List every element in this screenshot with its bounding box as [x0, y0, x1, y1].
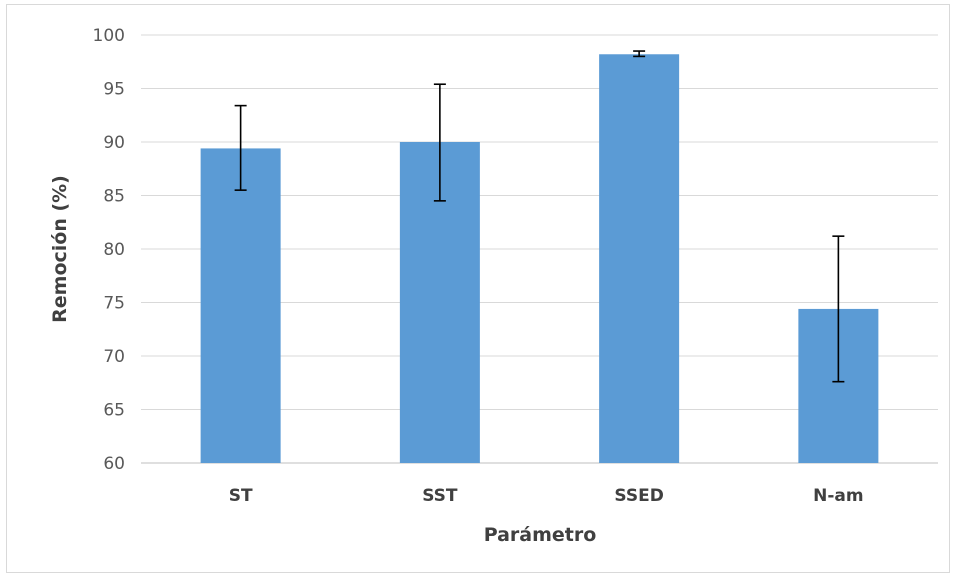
x-tick-label: N-am	[813, 486, 863, 506]
error-bar-st	[234, 104, 247, 191]
chart-frame	[6, 4, 950, 573]
x-tick-label: SSED	[614, 486, 663, 506]
bars	[200, 54, 879, 464]
error-bar-ssed	[633, 50, 646, 58]
x-tick-labels: ST SST SSED N-am	[229, 486, 864, 506]
y-tick-label: 75	[103, 294, 125, 314]
y-tick-label: 100	[93, 26, 125, 46]
x-tick-label: ST	[229, 486, 253, 506]
y-tick-label: 70	[103, 347, 125, 367]
error-bar-sst	[433, 83, 446, 202]
y-tick-label: 95	[103, 80, 125, 100]
x-tick-label: SST	[422, 486, 458, 506]
y-axis-title: Remoción (%)	[49, 175, 71, 323]
y-tick-label: 60	[103, 454, 125, 474]
bar-st	[200, 148, 281, 464]
y-tick-label: 85	[103, 187, 125, 207]
error-bars	[234, 50, 845, 383]
y-tick-label: 80	[103, 240, 125, 260]
x-axis-title: Parámetro	[484, 524, 597, 546]
bar-ssed	[599, 54, 680, 463]
error-bar-n-am	[832, 235, 845, 383]
y-tick-label: 90	[103, 133, 125, 153]
y-tick-label: 65	[103, 401, 125, 421]
y-tick-labels: 60 65 70 75 80 85 90 95 100	[93, 26, 125, 474]
